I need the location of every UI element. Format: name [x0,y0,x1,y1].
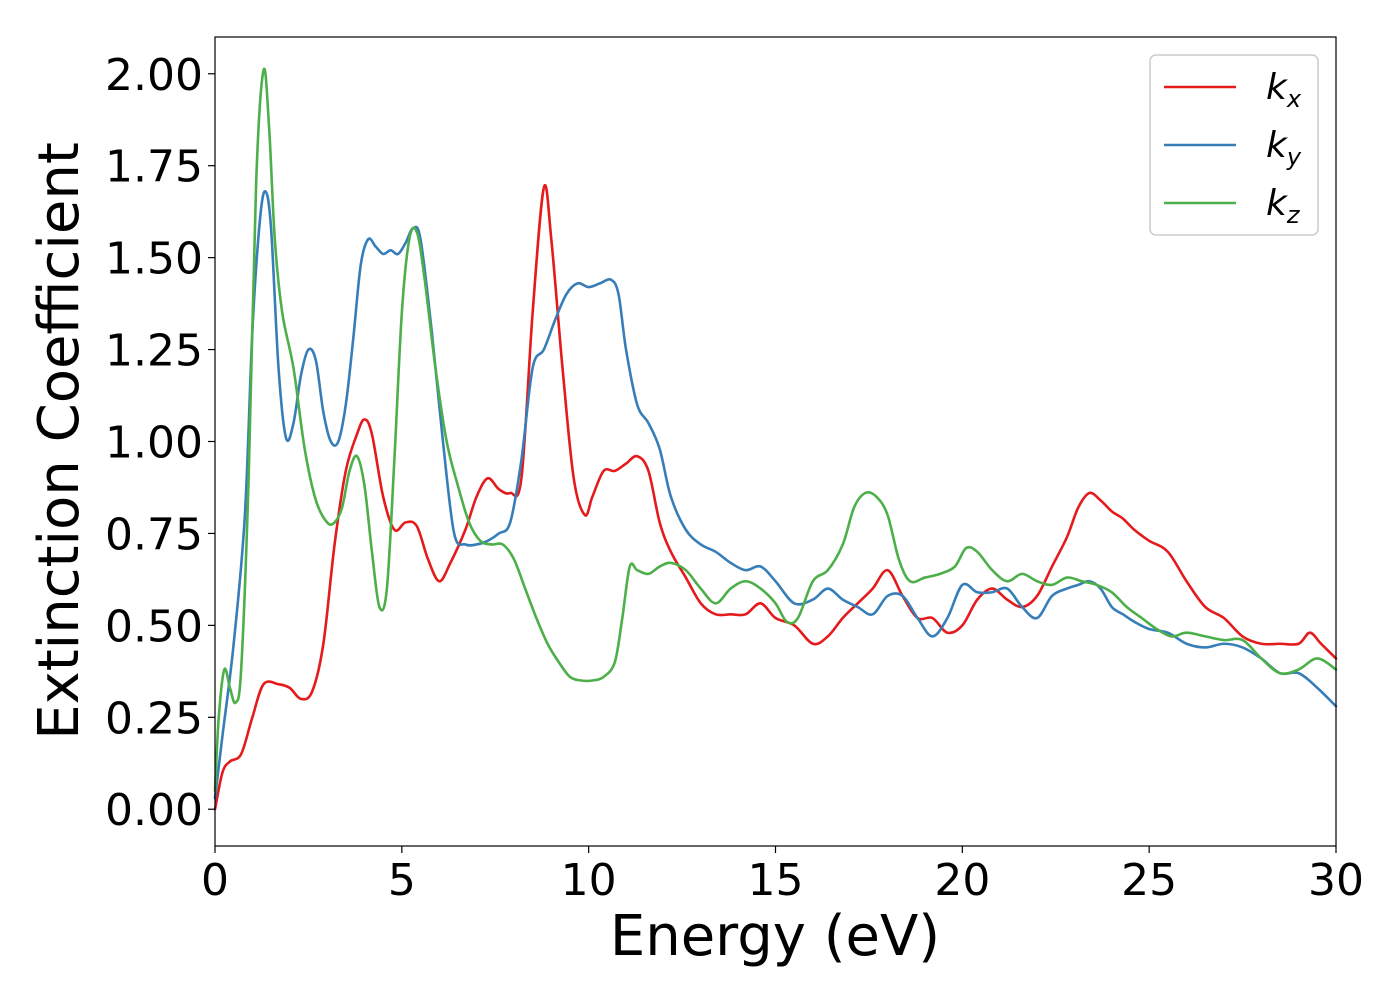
y-tick-label: 0.25 [105,693,203,744]
y-tick-label: 1.75 [105,142,203,193]
x-tick-label: 5 [388,855,416,906]
y-tick-label: 1.25 [105,326,203,377]
series-line-ky [213,190,1338,800]
y-tick-label: 1.50 [105,234,203,285]
x-axis-ticks: 0 5 10 15 20 25 30 [201,846,1364,906]
x-tick-label: 30 [1308,855,1364,906]
y-tick-label: 1.00 [105,418,203,469]
x-axis-label: Energy (eV) [610,904,940,969]
series-line-kx [213,184,1338,811]
x-tick-label: 0 [201,855,229,906]
series-line-kz [213,67,1338,793]
x-tick-label: 15 [748,855,804,906]
x-tick-label: 10 [561,855,617,906]
x-tick-label: 20 [934,855,990,906]
y-tick-label: 2.00 [105,50,203,101]
x-tick-label: 25 [1121,855,1177,906]
y-tick-label: 0.50 [105,601,203,652]
y-axis-label: Extinction Coefficient [27,142,92,740]
y-tick-label: 0.75 [105,509,203,560]
y-axis-ticks: 0.00 0.25 0.50 0.75 1.00 1.25 1.50 1.75 2.00 [105,50,215,836]
y-tick-label: 0.00 [105,785,203,836]
series-layer [213,67,1338,811]
